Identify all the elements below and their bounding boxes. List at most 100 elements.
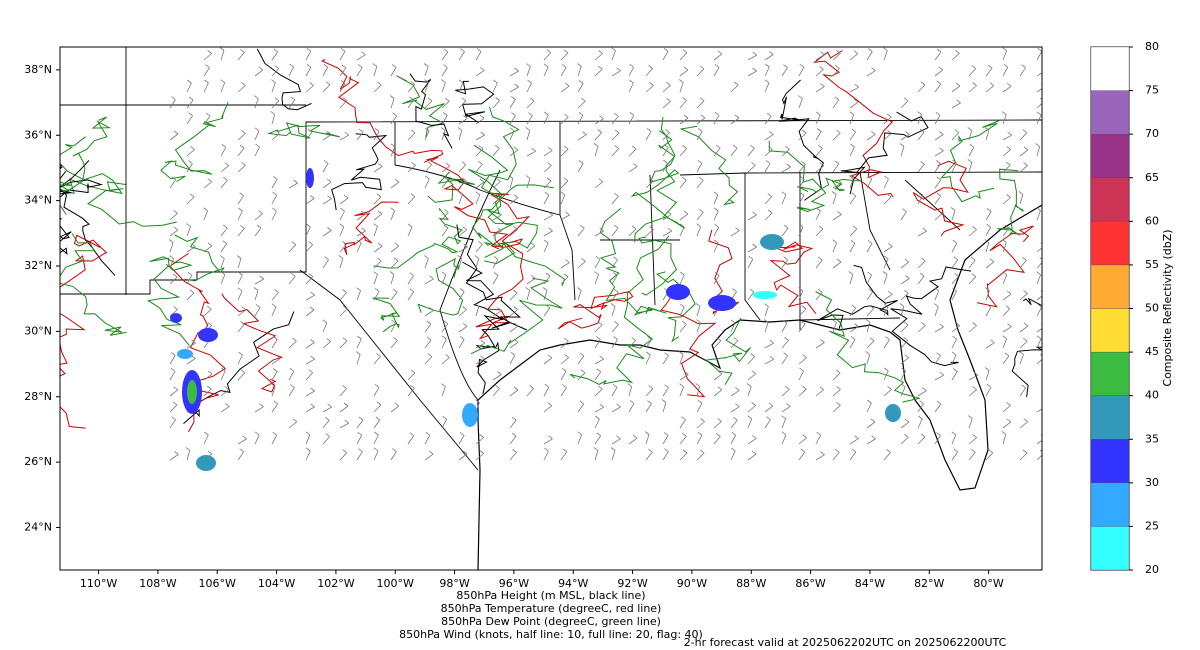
wind-barb bbox=[815, 434, 821, 445]
wind-barb bbox=[390, 451, 397, 461]
wind-barb-tick bbox=[939, 131, 944, 135]
wind-barb bbox=[747, 453, 757, 461]
wind-barb-tick bbox=[716, 337, 722, 342]
wind-barb-tick bbox=[968, 415, 973, 419]
wind-barb-tick bbox=[274, 97, 280, 102]
wind-barb bbox=[849, 438, 859, 445]
caption: 850hPa Temperature (degreeC, red line) bbox=[441, 602, 662, 615]
wind-barb-tick bbox=[461, 177, 467, 182]
wind-barb-tick bbox=[820, 51, 825, 55]
wind-barb bbox=[798, 357, 807, 365]
wind-barb bbox=[747, 246, 757, 253]
wind-barb bbox=[254, 98, 259, 109]
wind-barb-tick bbox=[648, 65, 653, 69]
contour-line bbox=[396, 75, 445, 138]
wind-barb bbox=[373, 419, 381, 429]
wind-barb bbox=[186, 358, 196, 365]
contour-line bbox=[912, 160, 969, 237]
wind-barb bbox=[832, 99, 840, 109]
wind-barb-tick bbox=[735, 403, 740, 408]
wind-barb bbox=[424, 278, 434, 285]
wind-barb-tick bbox=[424, 127, 430, 132]
wind-barb-tick bbox=[800, 176, 805, 180]
wind-barb-tick bbox=[697, 399, 703, 404]
wind-barb-tick bbox=[191, 243, 196, 248]
wind-barb bbox=[305, 67, 312, 77]
wind-barb bbox=[169, 454, 179, 461]
wind-barb bbox=[832, 214, 842, 221]
wind-barb bbox=[781, 67, 788, 77]
wind-barb-tick bbox=[185, 447, 191, 451]
wind-barb bbox=[407, 387, 415, 397]
wind-barb bbox=[186, 246, 196, 253]
wind-barb-tick bbox=[253, 287, 259, 291]
wind-barb-tick bbox=[563, 49, 569, 54]
wind-barb-tick bbox=[798, 287, 803, 292]
wind-barb-tick bbox=[389, 95, 395, 99]
wind-barb-tick bbox=[984, 239, 990, 243]
colorbar-segment bbox=[1090, 526, 1130, 571]
wind-barb-tick bbox=[459, 432, 465, 436]
wind-barb-tick bbox=[544, 111, 549, 116]
wind-barb-tick bbox=[598, 50, 603, 54]
wind-barb-tick bbox=[989, 82, 995, 87]
wind-barb bbox=[747, 418, 753, 429]
wind-barb-tick bbox=[834, 96, 840, 101]
wind-barb-tick bbox=[903, 337, 909, 341]
wind-barb bbox=[1019, 165, 1028, 173]
wind-barb-tick bbox=[765, 160, 771, 164]
wind-barb bbox=[254, 406, 264, 413]
contour-line bbox=[679, 125, 739, 206]
wind-barb-tick bbox=[409, 96, 414, 101]
wind-barb bbox=[458, 246, 468, 253]
wind-barb bbox=[1036, 295, 1042, 301]
wind-barb-tick bbox=[292, 337, 297, 342]
wind-barb bbox=[373, 166, 383, 173]
wind-barb-tick bbox=[696, 319, 701, 323]
wind-barb bbox=[900, 306, 905, 317]
wind-barb bbox=[186, 99, 194, 109]
wind-barb-tick bbox=[867, 271, 872, 276]
wind-barb-tick bbox=[509, 127, 515, 132]
wind-barb-tick bbox=[357, 335, 362, 340]
wind-barb-tick bbox=[867, 175, 873, 180]
wind-barb bbox=[509, 115, 516, 125]
wind-barb bbox=[798, 290, 804, 301]
wind-barb-tick bbox=[497, 307, 502, 312]
wind-barb-tick bbox=[936, 352, 941, 357]
wind-barb-tick bbox=[884, 367, 889, 372]
wind-barb bbox=[1019, 387, 1027, 397]
wind-barb bbox=[781, 227, 789, 237]
wind-barb bbox=[424, 310, 434, 317]
wind-barb-tick bbox=[769, 51, 774, 55]
wind-barb bbox=[696, 68, 705, 77]
wind-barb bbox=[220, 165, 230, 173]
wind-barb bbox=[220, 179, 228, 189]
wind-barb-tick bbox=[713, 191, 719, 196]
wind-barb-tick bbox=[732, 144, 738, 149]
wind-barb-tick bbox=[854, 435, 859, 439]
contours bbox=[60, 48, 1042, 433]
wind-barb-tick bbox=[593, 143, 599, 147]
wind-barb bbox=[339, 226, 345, 237]
wind-barb-tick bbox=[631, 225, 637, 230]
wind-barb bbox=[254, 434, 260, 445]
wind-barb bbox=[475, 453, 484, 461]
wind-barb bbox=[781, 149, 790, 157]
wind-barb-tick bbox=[1036, 271, 1041, 276]
wind-barb bbox=[424, 453, 434, 461]
wind-barb-tick bbox=[220, 79, 225, 84]
wind-barb bbox=[475, 244, 483, 253]
wind-barb bbox=[968, 418, 973, 429]
wind-barb-tick bbox=[837, 211, 842, 215]
wind-barb bbox=[798, 226, 804, 237]
wind-barb-tick bbox=[785, 145, 790, 150]
wind-barb-tick bbox=[191, 339, 196, 344]
wind-barb bbox=[339, 388, 347, 397]
wind-barb bbox=[764, 419, 771, 429]
wind-barb-tick bbox=[763, 319, 769, 323]
wind-barb-tick bbox=[682, 432, 687, 437]
wind-barb-tick bbox=[222, 240, 227, 245]
wind-barb-tick bbox=[986, 383, 992, 388]
wind-barb-tick bbox=[986, 208, 992, 212]
